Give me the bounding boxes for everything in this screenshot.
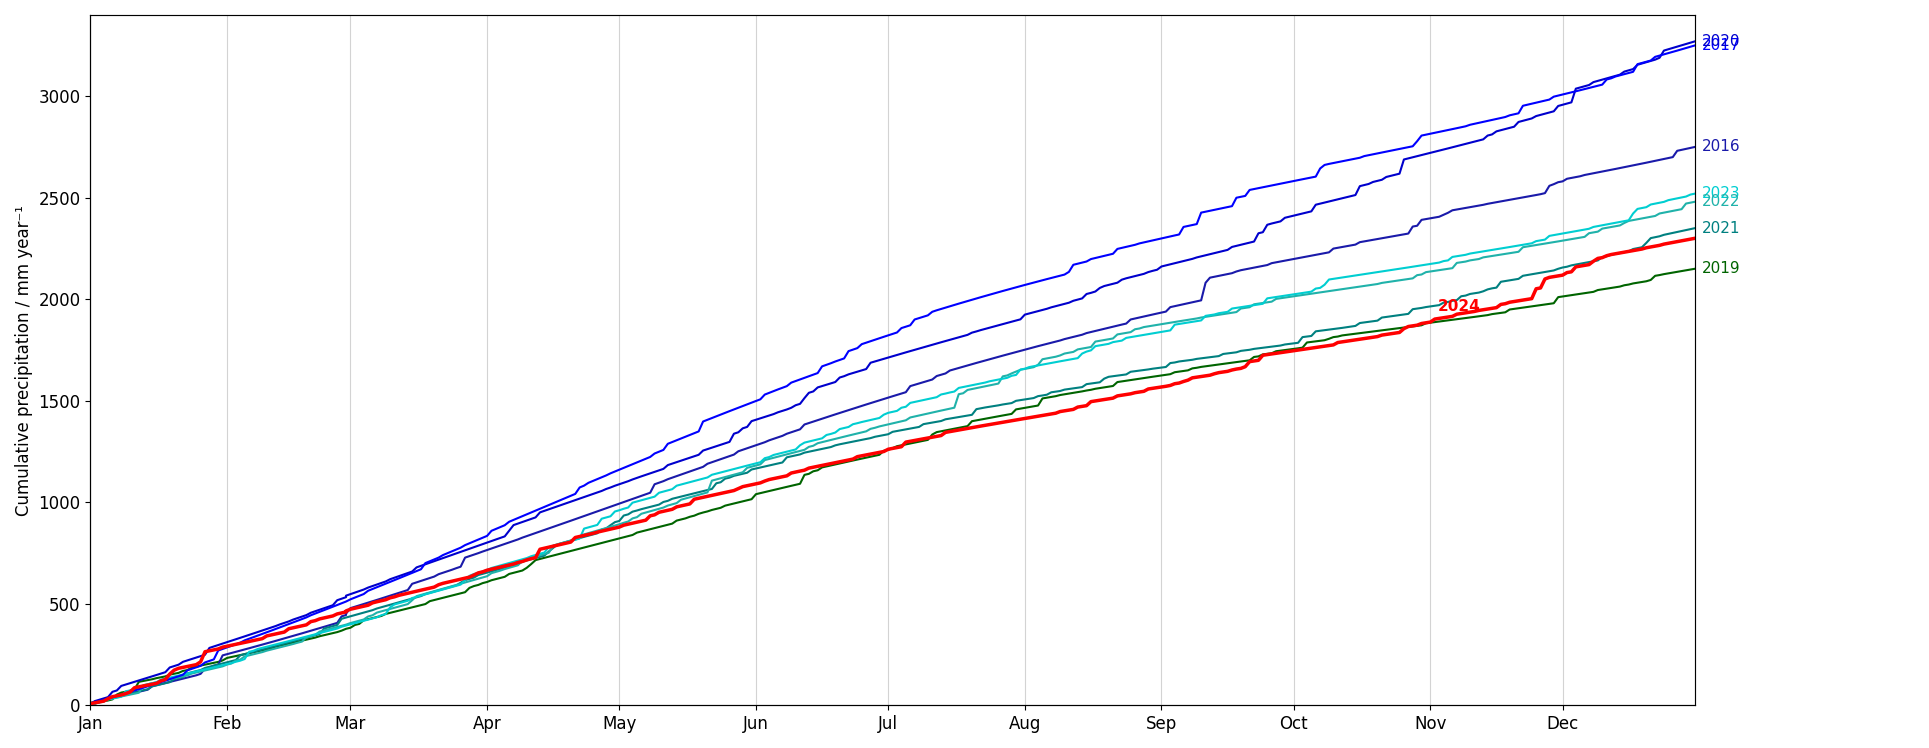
Text: 2023: 2023 xyxy=(1701,186,1740,201)
Text: 2022: 2022 xyxy=(1701,194,1740,209)
Text: 2024: 2024 xyxy=(1437,299,1480,314)
Y-axis label: Cumulative precipitation / mm year⁻¹: Cumulative precipitation / mm year⁻¹ xyxy=(15,205,33,515)
Text: 2017: 2017 xyxy=(1701,38,1740,53)
Text: 2016: 2016 xyxy=(1701,139,1740,155)
Text: 2021: 2021 xyxy=(1701,221,1740,236)
Text: 2020: 2020 xyxy=(1701,34,1740,49)
Text: 2019: 2019 xyxy=(1701,261,1740,276)
